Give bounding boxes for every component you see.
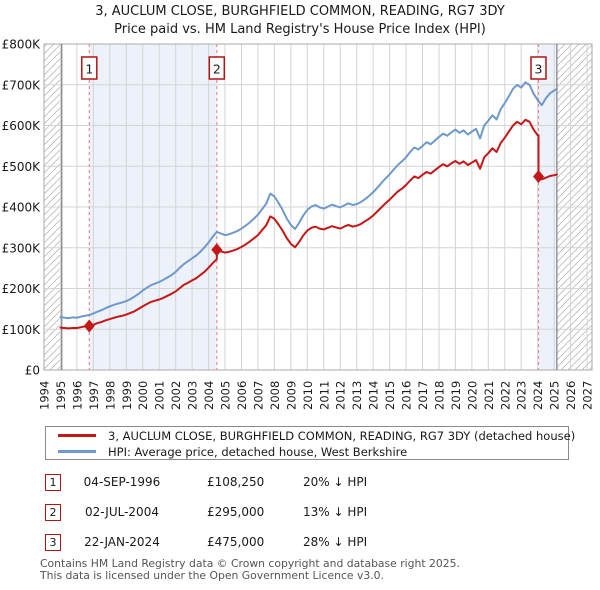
svg-text:1998: 1998 (103, 381, 117, 410)
sale-price: £475,000 (207, 535, 265, 549)
svg-text:£100K: £100K (2, 323, 42, 337)
legend-label: 3, AUCLUM CLOSE, BURGHFIELD COMMON, READ… (108, 428, 576, 443)
svg-text:2000: 2000 (136, 381, 150, 410)
sale-number-badge: 1 (45, 474, 61, 491)
sale-number-box (81, 56, 98, 80)
licence-line: This data is licensed under the Open Gov… (40, 569, 384, 582)
chart-subtitle: Price paid vs. HM Land Registry's House … (114, 22, 486, 37)
sale-number: 2 (213, 62, 221, 77)
sale-number-badge: 2 (45, 504, 61, 521)
sale-row-1: 1 04-SEP-1996 £108,250 20% ↓ HPI (0, 474, 600, 492)
sale-date: 02-JUL-2004 (85, 505, 159, 519)
svg-text:£300K: £300K (2, 241, 42, 255)
sale-diamond-marker (211, 243, 223, 257)
price-paid-line (59, 118, 558, 330)
svg-text:2001: 2001 (153, 381, 167, 410)
sale-date: 04-SEP-1996 (83, 475, 161, 489)
svg-text:2005: 2005 (219, 381, 233, 410)
svg-text:£400K: £400K (2, 201, 42, 215)
svg-text:2022: 2022 (498, 381, 512, 410)
svg-text:2027: 2027 (581, 381, 595, 410)
svg-text:2021: 2021 (482, 381, 496, 410)
svg-text:£800K: £800K (2, 38, 42, 52)
sale-row-3: 3 22-JAN-2024 £475,000 28% ↓ HPI (0, 534, 600, 552)
svg-text:2002: 2002 (169, 381, 183, 410)
svg-text:2017: 2017 (416, 381, 430, 410)
price-paid-line-swatch (58, 434, 96, 437)
svg-text:2024: 2024 (531, 381, 545, 410)
legend-item-hpi: HPI: Average price, detached house, West… (46, 444, 568, 459)
svg-text:£200K: £200K (2, 282, 42, 296)
svg-text:£700K: £700K (2, 78, 42, 92)
svg-text:2020: 2020 (465, 381, 479, 410)
copyright-line: Contains HM Land Registry data © Crown c… (40, 557, 460, 570)
svg-text:2018: 2018 (433, 381, 447, 410)
svg-text:2006: 2006 (235, 381, 249, 410)
sale-diamond-marker (533, 169, 545, 183)
svg-text:1994: 1994 (38, 381, 52, 410)
svg-text:1995: 1995 (54, 381, 68, 410)
sale-row-2: 2 02-JUL-2004 £295,000 13% ↓ HPI (0, 504, 600, 522)
svg-text:1997: 1997 (87, 381, 101, 410)
hpi-line-swatch (58, 450, 96, 453)
svg-text:2015: 2015 (383, 381, 397, 410)
svg-text:2025: 2025 (548, 381, 562, 410)
chart-legend: 3, AUCLUM CLOSE, BURGHFIELD COMMON, READ… (45, 426, 575, 460)
svg-text:2008: 2008 (268, 381, 282, 410)
sale-price: £108,250 (207, 475, 265, 489)
svg-text:2011: 2011 (317, 381, 331, 410)
svg-text:1996: 1996 (70, 381, 84, 410)
sale-date: 22-JAN-2024 (84, 535, 160, 549)
svg-text:2023: 2023 (515, 381, 529, 410)
price-history-plot: 1 2 3 £0 £100K £200K £300K £400K £500K £600K £700K… (2, 38, 595, 411)
svg-text:2016: 2016 (400, 381, 414, 410)
svg-text:£600K: £600K (2, 119, 42, 133)
svg-text:2007: 2007 (251, 381, 265, 410)
hpi-line (59, 81, 558, 320)
sale-vs-hpi: 20% ↓ HPI (303, 475, 368, 489)
svg-text:2009: 2009 (284, 381, 298, 410)
sale-vs-hpi: 13% ↓ HPI (303, 505, 368, 519)
sale-number: 3 (535, 62, 543, 77)
svg-text:£0: £0 (25, 364, 40, 378)
svg-text:£500K: £500K (2, 160, 42, 174)
legend-label: HPI: Average price, detached house, West… (108, 444, 408, 459)
svg-text:2013: 2013 (350, 381, 364, 410)
svg-text:2012: 2012 (334, 381, 348, 410)
plot-border (43, 43, 593, 371)
svg-text:1999: 1999 (120, 381, 134, 410)
sale-diamond-marker (83, 319, 95, 333)
svg-text:2026: 2026 (564, 381, 578, 410)
svg-text:2004: 2004 (202, 381, 216, 410)
sale-price: £295,000 (207, 505, 265, 519)
svg-text:2014: 2014 (367, 381, 381, 410)
x-axis-labels: 1994 1995 1996 1997 1998 1999 2000 2001 2002 2003… (38, 381, 595, 410)
chart-title: 3, AUCLUM CLOSE, BURGHFIELD COMMON, READ… (95, 4, 505, 19)
sale-vs-hpi: 28% ↓ HPI (303, 535, 368, 549)
y-axis-labels: £0 £100K £200K £300K £400K £500K £600K £700K £80… (2, 38, 42, 378)
sale-number-box (530, 56, 547, 80)
sale-number: 1 (85, 62, 93, 77)
svg-text:2019: 2019 (449, 381, 463, 410)
sale-number-box (208, 56, 226, 80)
sale-number-badge: 3 (45, 534, 61, 551)
legend-item-price-paid: 3, AUCLUM CLOSE, BURGHFIELD COMMON, READ… (46, 428, 575, 443)
svg-text:2010: 2010 (301, 381, 315, 410)
svg-text:2003: 2003 (186, 381, 200, 410)
